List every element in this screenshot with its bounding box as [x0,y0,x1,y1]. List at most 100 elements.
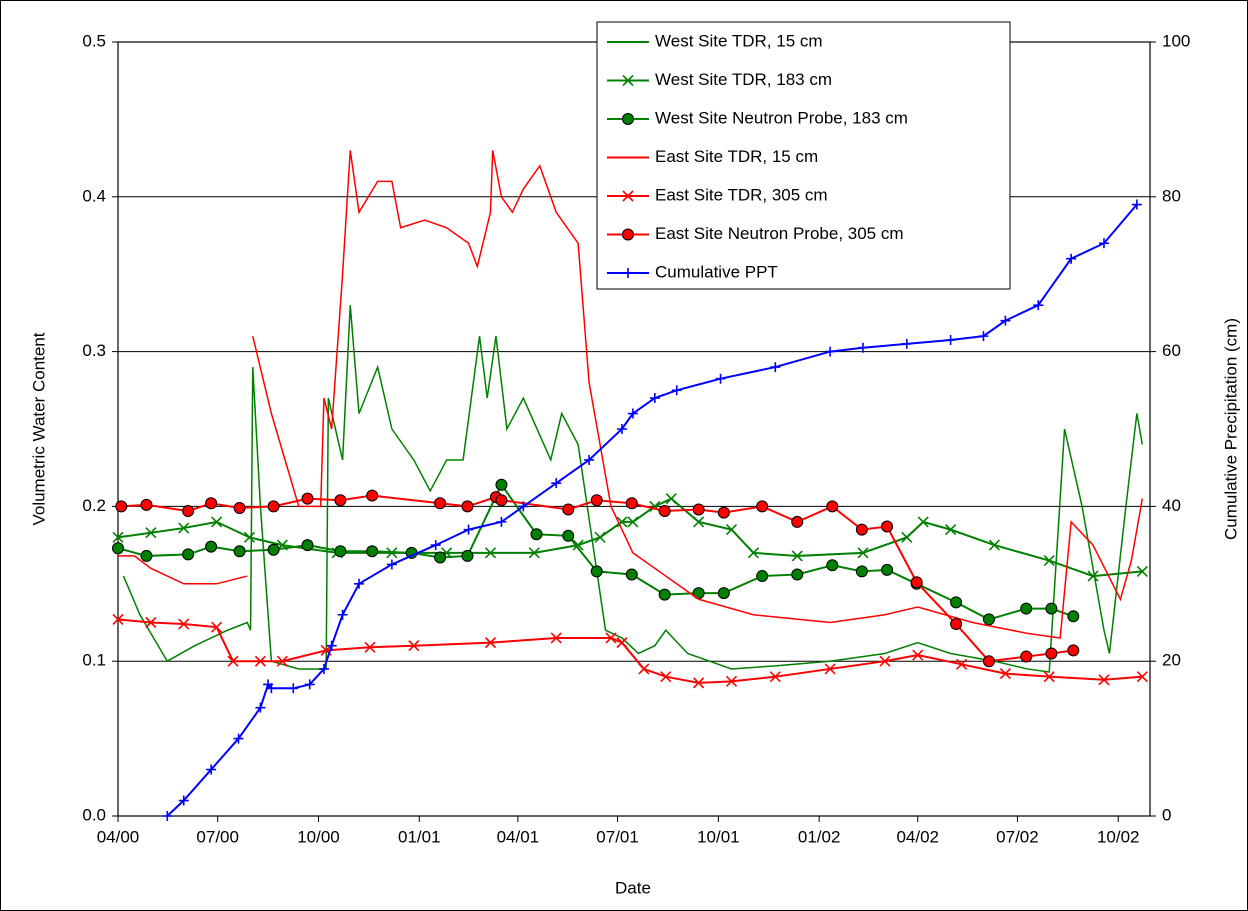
point [211,621,223,633]
point [530,528,543,541]
point [956,658,968,670]
point [145,616,157,629]
y2-tick-label: 100 [1162,31,1190,50]
x-tick-label: 01/02 [798,827,841,846]
legend-label: East Site Neutron Probe, 305 cm [655,224,904,243]
y-tick-label: 0.2 [82,496,106,515]
point [594,531,606,543]
point [1043,671,1055,683]
point [982,655,995,668]
point [267,543,280,556]
point [917,516,929,528]
x-tick-label: 07/01 [596,827,639,846]
point [826,500,839,513]
point [337,609,348,620]
point [747,547,759,559]
x-tick-label: 07/00 [196,827,239,846]
point [301,492,314,505]
point [1131,199,1142,210]
point [182,505,195,518]
point [495,494,508,507]
point [496,516,507,527]
point [1067,610,1080,623]
x-tick-label: 04/01 [497,827,540,846]
point [717,587,730,600]
x-axis-title: Date [615,878,651,897]
point [178,795,189,806]
y-tick-label: 0.4 [82,186,106,205]
y2-tick-label: 60 [1162,341,1181,360]
point [318,663,329,674]
y-tick-label: 0.0 [82,805,106,824]
point [484,637,497,649]
point [791,515,804,528]
point [826,559,839,572]
y-tick-label: 0.1 [82,651,106,670]
point [770,362,781,373]
point [671,385,682,396]
x-tick-label: 04/02 [896,827,939,846]
point [769,671,781,683]
legend-marker [622,113,634,125]
point [945,334,956,345]
point [178,618,190,630]
point [912,649,924,661]
point [364,641,376,653]
point [627,408,638,419]
point [756,570,769,583]
point [434,497,447,510]
point [625,497,638,510]
point [572,539,584,551]
legend-marker [623,268,633,278]
point [430,540,441,551]
point [140,549,153,562]
point [461,500,474,513]
point [461,549,474,562]
legend-label: East Site TDR, 15 cm [655,147,818,166]
point [227,655,239,667]
y2-tick-label: 0 [1162,805,1171,824]
legend-label: West Site TDR, 183 cm [655,70,832,89]
point [1045,647,1058,660]
point [112,531,124,543]
point [211,516,223,528]
point [334,494,347,507]
legend-label: Cumulative PPT [655,262,778,281]
y-tick-label: 0.3 [82,341,106,360]
point [386,559,397,570]
x-tick-label: 10/02 [1097,827,1140,846]
point [982,613,995,626]
point [162,811,173,821]
point [791,568,804,581]
point [590,494,603,507]
point [584,454,595,465]
point [484,547,497,559]
x-tick-label: 04/00 [97,827,140,846]
point [881,563,894,576]
point [855,523,868,536]
point [518,501,529,512]
y2-tick-label: 40 [1162,496,1181,515]
x-tick-label: 10/00 [297,827,340,846]
point [140,498,153,511]
legend-label: West Site TDR, 15 cm [655,31,823,50]
point [354,578,365,589]
point [649,393,660,404]
point [824,663,836,675]
point [434,551,447,564]
point [901,531,913,543]
series-line [118,150,1144,639]
point [1098,674,1110,686]
point [495,478,508,491]
point [1067,644,1080,657]
point [178,522,190,534]
point [945,524,957,536]
point [233,545,246,558]
legend-marker [622,74,634,87]
point [616,637,628,649]
point [616,516,628,528]
point [1045,602,1058,615]
y-axis-title: Volumetric Water Content [29,332,48,525]
point [950,596,963,609]
